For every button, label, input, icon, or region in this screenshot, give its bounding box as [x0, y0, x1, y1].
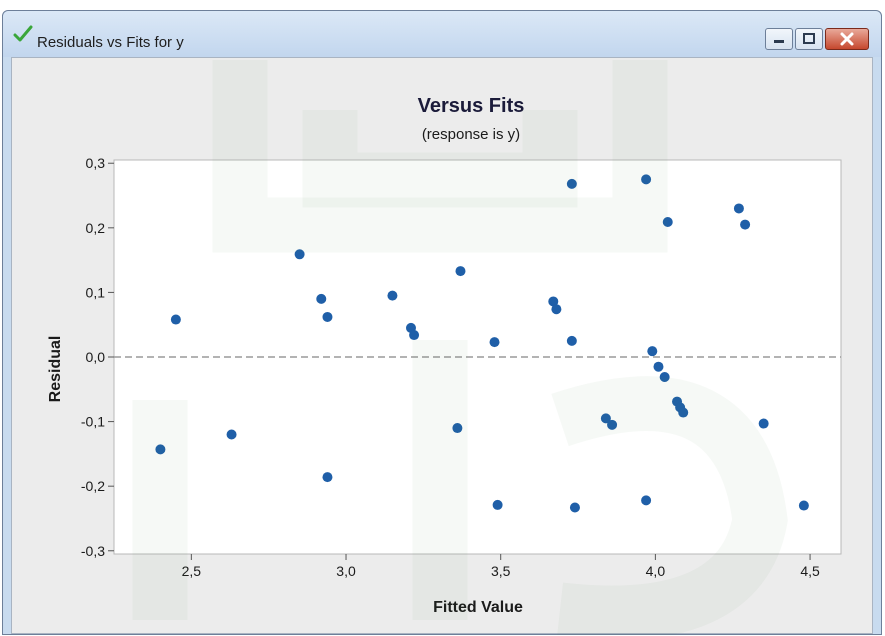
y-tick-label: 0,1 [86, 284, 106, 300]
data-point [322, 311, 333, 322]
close-icon [840, 32, 854, 46]
data-point [155, 444, 166, 455]
data-point [662, 217, 673, 228]
data-point [647, 346, 658, 357]
minimize-icon [774, 40, 784, 43]
x-tick-label: 4,5 [800, 563, 820, 579]
data-point [678, 407, 689, 418]
y-tick-label: 0,3 [86, 155, 106, 171]
data-point [226, 429, 237, 440]
y-tick-label: 0,2 [86, 220, 106, 236]
data-point [798, 500, 809, 511]
data-point [316, 293, 327, 304]
data-point [607, 419, 618, 430]
data-point [409, 330, 420, 341]
y-tick-label: -0,1 [81, 414, 105, 430]
minimize-button[interactable] [765, 28, 793, 50]
data-point [322, 472, 333, 483]
data-point [566, 335, 577, 346]
window-controls [763, 28, 869, 52]
maximize-button[interactable] [795, 28, 823, 50]
data-point [452, 423, 463, 434]
close-button[interactable] [825, 28, 869, 50]
y-axis-label: Residual [47, 336, 64, 403]
data-point [641, 174, 652, 185]
data-point [387, 290, 398, 301]
chart-panel: Versus Fits (response is y) 2,5 3,0 3,5 4,0… [11, 57, 873, 634]
residuals-window: Residuals vs Fits for y Versus Fits (res… [2, 10, 882, 635]
chart-subtitle: (response is y) [422, 126, 520, 143]
data-point [455, 266, 466, 277]
x-axis-label: Fitted Value [433, 599, 523, 616]
x-tick-label: 3,5 [491, 563, 511, 579]
x-tick-label: 4,0 [646, 563, 666, 579]
data-point [569, 502, 580, 513]
data-point [653, 361, 664, 372]
data-point [492, 499, 503, 510]
data-point [551, 304, 562, 315]
maximize-icon [803, 33, 815, 44]
y-tick-label: 0,0 [86, 349, 106, 365]
data-point [170, 314, 181, 325]
x-tick-label: 3,0 [336, 563, 356, 579]
data-point [659, 372, 670, 383]
y-tick-label: -0,3 [81, 543, 105, 559]
window-titlebar[interactable]: Residuals vs Fits for y [3, 11, 881, 57]
scatter-chart: Versus Fits (response is y) 2,5 3,0 3,5 4,0… [47, 95, 842, 616]
y-tick-label: -0,2 [81, 478, 105, 494]
window-title: Residuals vs Fits for y [37, 34, 184, 51]
data-point [489, 337, 500, 348]
data-point [733, 203, 744, 214]
data-point [566, 178, 577, 189]
x-tick-label: 2,5 [182, 563, 202, 579]
data-point [758, 418, 769, 429]
data-point [548, 296, 559, 307]
chart-title: Versus Fits [418, 95, 525, 117]
data-point [294, 249, 305, 260]
data-point [740, 219, 751, 230]
data-point [600, 413, 611, 424]
checkmark-icon [13, 25, 33, 42]
data-point [641, 495, 652, 506]
